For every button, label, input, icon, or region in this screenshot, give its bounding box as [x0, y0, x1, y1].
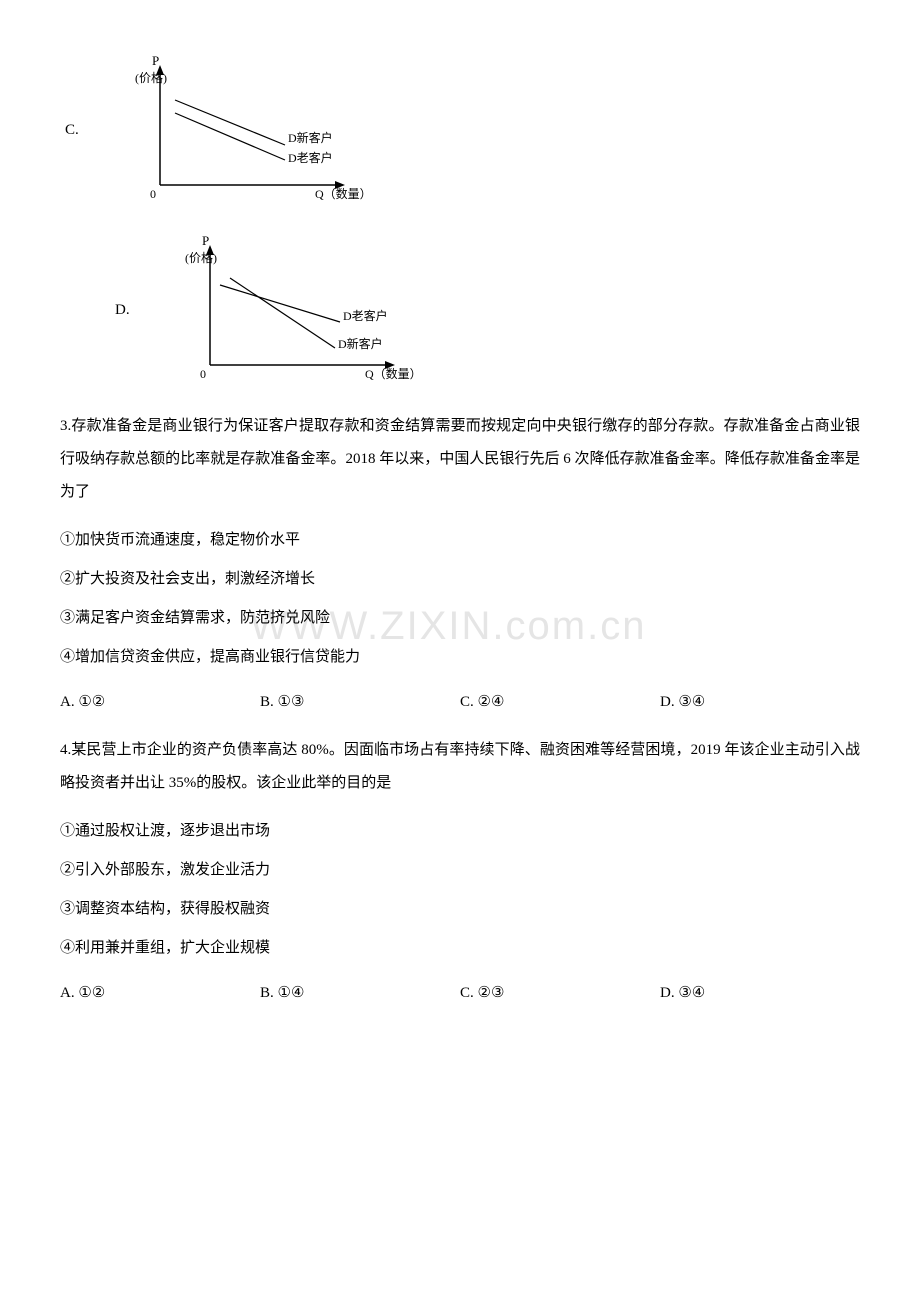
q3-ansC: C. ②④	[460, 689, 660, 716]
q3-answers: A. ①② B. ①③ C. ②④ D. ③④	[60, 689, 860, 716]
q3-opt4: ④增加信贷资金供应，提高商业银行信贷能力	[60, 644, 860, 671]
q4-answers: A. ①② B. ①④ C. ②③ D. ③④	[60, 980, 860, 1007]
chart-c-row: C. P (价格) 0 Q（数量） D新客户 D老客户	[60, 50, 860, 210]
q3-ansA: A. ①②	[60, 689, 260, 716]
q4-opt4: ④利用兼并重组，扩大企业规模	[60, 935, 860, 962]
q4-ansB: B. ①④	[260, 980, 460, 1007]
chart-d-label: D.	[110, 297, 160, 324]
q3-ansD: D. ③④	[660, 689, 860, 716]
chart-d-x: Q（数量）	[365, 366, 422, 381]
chart-c-svg: P (价格) 0 Q（数量） D新客户 D老客户	[110, 50, 390, 210]
q3-ansB: B. ①③	[260, 689, 460, 716]
chart-d-line1: D老客户	[343, 308, 388, 323]
chart-c-origin: 0	[150, 187, 156, 201]
q3-opt2: ②扩大投资及社会支出，刺激经济增长	[60, 566, 860, 593]
chart-c-y-sub: (价格)	[135, 70, 167, 85]
chart-d-y-sub: (价格)	[185, 250, 217, 265]
chart-c-y-top: P	[152, 53, 159, 68]
chart-c-line1: D新客户	[288, 130, 333, 145]
chart-c-line2: D老客户	[288, 150, 333, 165]
q4-opt1: ①通过股权让渡，逐步退出市场	[60, 818, 860, 845]
chart-c-label: C.	[60, 117, 110, 144]
chart-d-y-top: P	[202, 233, 209, 248]
chart-d-origin: 0	[200, 367, 206, 381]
q4-ansD: D. ③④	[660, 980, 860, 1007]
q4-stem: 4.某民营上市企业的资产负债率高达 80%。因面临市场占有率持续下降、融资困难等…	[60, 734, 860, 800]
chart-d-row: D. P (价格) 0 Q（数量） D老客户 D新客户	[110, 230, 860, 390]
q4-opt3: ③调整资本结构，获得股权融资	[60, 896, 860, 923]
chart-c-x: Q（数量）	[315, 186, 372, 201]
page-content: C. P (价格) 0 Q（数量） D新客户 D老客户 D.	[60, 50, 860, 1007]
chart-d-svg: P (价格) 0 Q（数量） D老客户 D新客户	[160, 230, 440, 390]
q4-ansA: A. ①②	[60, 980, 260, 1007]
chart-d-line2: D新客户	[338, 336, 383, 351]
q3-stem: 3.存款准备金是商业银行为保证客户提取存款和资金结算需要而按规定向中央银行缴存的…	[60, 410, 860, 509]
q3-opt3: ③满足客户资金结算需求，防范挤兑风险	[60, 605, 860, 632]
q4-ansC: C. ②③	[460, 980, 660, 1007]
q3-opt1: ①加快货币流通速度，稳定物价水平	[60, 527, 860, 554]
q4-opt2: ②引入外部股东，激发企业活力	[60, 857, 860, 884]
